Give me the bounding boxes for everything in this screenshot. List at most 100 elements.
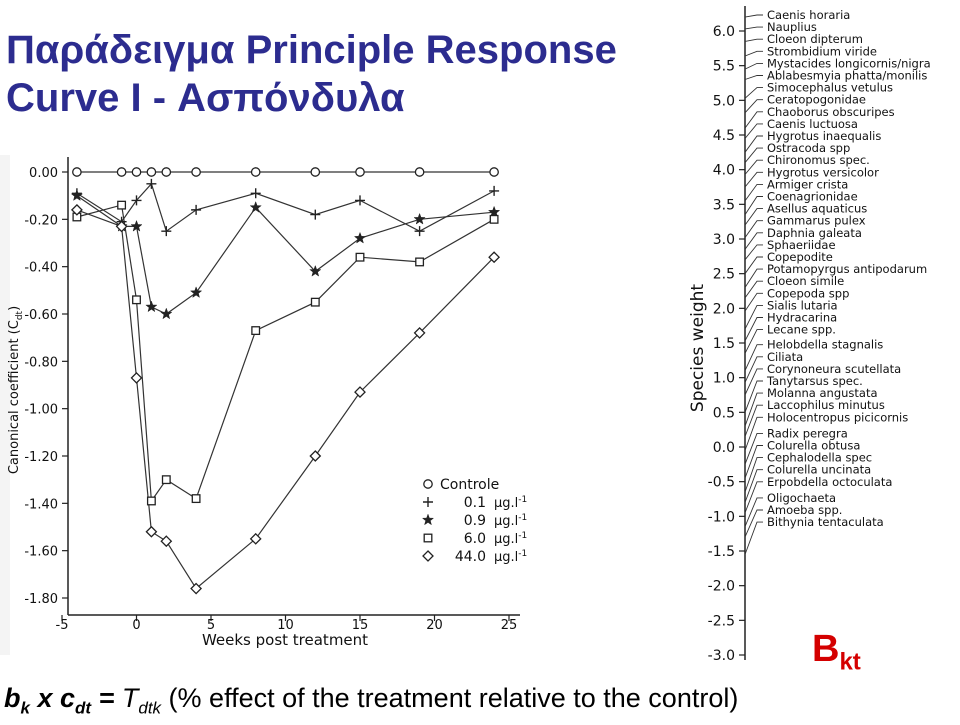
prc-point-diamond xyxy=(145,525,158,538)
prc-point-circle xyxy=(161,167,172,177)
species-connector xyxy=(744,244,763,261)
species-label: Sphaeriidae xyxy=(767,238,836,252)
slide-title: Παράδειγμα Principle Response Curve I - … xyxy=(6,26,617,122)
weight-axis-label: Species weight xyxy=(688,284,708,412)
legend-marker-diamond xyxy=(422,550,434,562)
species-connector xyxy=(744,159,763,175)
species-connector xyxy=(744,380,763,413)
weight-tick-label: -1.5 xyxy=(708,544,735,560)
species-connector xyxy=(744,432,763,465)
species-connector xyxy=(744,208,763,226)
prc-y-tick-label: -1.20 xyxy=(24,450,58,465)
species-label: Oligochaeta xyxy=(767,491,836,505)
prc-x-tick-label: 15 xyxy=(352,618,369,633)
species-label: Lecane spp. xyxy=(767,323,836,337)
legend-marker-plus xyxy=(423,497,433,507)
species-connector xyxy=(744,183,763,202)
prc-point-diamond xyxy=(130,371,143,384)
species-connector xyxy=(744,232,763,250)
weight-tick-label: 3.5 xyxy=(713,197,735,213)
species-label: Caenis horaria xyxy=(767,8,850,22)
prc-y-tick-label: -1.60 xyxy=(24,545,58,560)
legend-label: Controle xyxy=(440,477,499,493)
prc-point-star xyxy=(130,219,143,232)
species-connector xyxy=(744,99,763,114)
species-label: Ablabesmyia phatta/monilis xyxy=(767,69,927,83)
prc-y-tick-label: -1.80 xyxy=(24,592,58,607)
prc-x-tick-label: 5 xyxy=(207,618,215,633)
prc-point-star xyxy=(249,200,262,213)
prc-point-plus xyxy=(146,178,157,189)
legend-dose: 44.0 xyxy=(455,549,486,565)
species-connector xyxy=(744,268,763,288)
species-label: Caenis luctuosa xyxy=(767,117,858,131)
species-connector xyxy=(744,75,763,80)
legend-dose: 0.1 xyxy=(464,495,486,511)
species-label: Nauplius xyxy=(767,20,817,34)
prc-point-circle xyxy=(131,167,142,177)
species-connector xyxy=(744,509,763,538)
prc-point-square xyxy=(251,326,261,336)
species-label: Asellus aquaticus xyxy=(767,202,867,216)
prc-point-diamond xyxy=(309,450,322,462)
species-connector xyxy=(744,196,763,215)
species-connector xyxy=(744,87,763,99)
prc-y-tick-label: -1.00 xyxy=(24,403,58,418)
species-connector xyxy=(744,123,763,139)
prc-point-plus xyxy=(131,195,142,206)
species-connector xyxy=(744,445,763,479)
species-label: Daphnia galeata xyxy=(767,226,862,240)
prc-point-square xyxy=(117,200,127,210)
prc-point-square xyxy=(310,297,320,307)
prc-x-axis-label: Weeks post treatment xyxy=(202,631,368,649)
legend-marker-square xyxy=(423,533,433,543)
prc-y-tick-label: -0.20 xyxy=(24,213,58,228)
species-connector xyxy=(744,147,763,163)
prc-x-tick-label: -5 xyxy=(56,618,69,633)
prc-y-tick-label: 0.00 xyxy=(29,166,58,181)
species-connector xyxy=(744,292,763,312)
species-label: Sialis lutaria xyxy=(767,298,838,312)
species-label: Laccophilus minutus xyxy=(767,398,885,412)
prc-point-square xyxy=(191,494,201,504)
prc-point-circle xyxy=(146,167,157,177)
species-connector xyxy=(744,62,763,70)
prc-point-diamond xyxy=(413,327,426,339)
weight-tick-label: 4.0 xyxy=(713,163,735,179)
weight-tick-label: -3.0 xyxy=(708,648,735,664)
species-label: Copepodite xyxy=(767,250,833,264)
species-connector xyxy=(744,457,763,493)
species-label: Mystacides longicornis/nigra xyxy=(767,56,931,70)
species-connector xyxy=(744,521,763,555)
title-line-1: Παράδειγμα Principle Response xyxy=(6,28,617,72)
species-connector xyxy=(744,304,763,330)
species-connector xyxy=(744,392,763,427)
weight-tick-label: -2.0 xyxy=(708,579,735,595)
prc-point-plus xyxy=(191,204,202,215)
prc-x-tick-label: 0 xyxy=(132,618,140,633)
weight-tick-label: 2.5 xyxy=(713,267,735,283)
weight-tick-label: -0.5 xyxy=(708,475,735,491)
species-label: Armiger crista xyxy=(767,177,848,191)
species-label: Gammarus pulex xyxy=(767,214,866,228)
species-label: Radix peregra xyxy=(767,426,848,440)
weight-tick-label: -2.5 xyxy=(708,613,735,629)
prc-point-circle xyxy=(116,167,127,177)
prc-point-star xyxy=(309,264,322,277)
species-connector xyxy=(744,220,763,238)
weight-tick-label: 2.0 xyxy=(713,301,735,317)
prc-plot-area xyxy=(0,155,530,655)
species-connector xyxy=(744,26,763,30)
species-label: Molanna angustata xyxy=(767,386,878,400)
species-connector xyxy=(744,256,763,274)
legend-dose: 6.0 xyxy=(464,531,486,547)
species-connector xyxy=(744,14,763,18)
species-label: Colurella obtusa xyxy=(767,439,860,453)
prc-point-plus xyxy=(414,226,425,237)
prc-x-tick-label: 20 xyxy=(426,618,443,633)
species-label: Hydracarina xyxy=(767,311,837,325)
prc-point-circle xyxy=(414,167,425,177)
prc-point-diamond xyxy=(115,220,128,233)
prc-point-diamond xyxy=(354,386,366,399)
weight-tick-label: 6.0 xyxy=(713,24,735,40)
